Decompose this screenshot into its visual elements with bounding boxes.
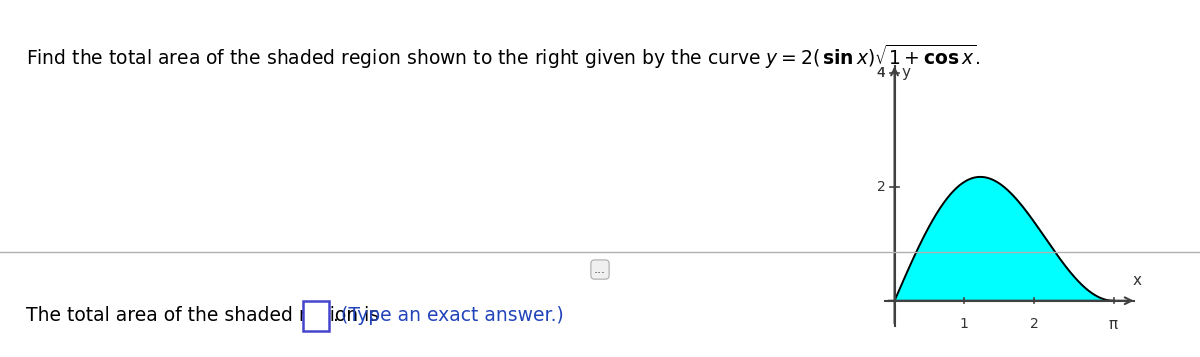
Text: π: π bbox=[1109, 317, 1118, 332]
Text: .: . bbox=[332, 306, 338, 326]
Text: 1: 1 bbox=[960, 317, 968, 331]
Text: The total area of the shaded region is: The total area of the shaded region is bbox=[26, 306, 383, 326]
Text: Find the total area of the shaded region shown to the right given by the curve $: Find the total area of the shaded region… bbox=[26, 43, 980, 71]
Text: y: y bbox=[901, 65, 911, 80]
FancyBboxPatch shape bbox=[302, 301, 329, 331]
Text: 2: 2 bbox=[877, 180, 886, 194]
Text: x: x bbox=[1133, 273, 1141, 288]
Text: 2: 2 bbox=[1030, 317, 1038, 331]
Text: 4: 4 bbox=[877, 66, 886, 80]
Text: 4: 4 bbox=[877, 66, 886, 80]
Text: (Type an exact answer.): (Type an exact answer.) bbox=[341, 306, 564, 326]
Text: ...: ... bbox=[594, 263, 606, 276]
